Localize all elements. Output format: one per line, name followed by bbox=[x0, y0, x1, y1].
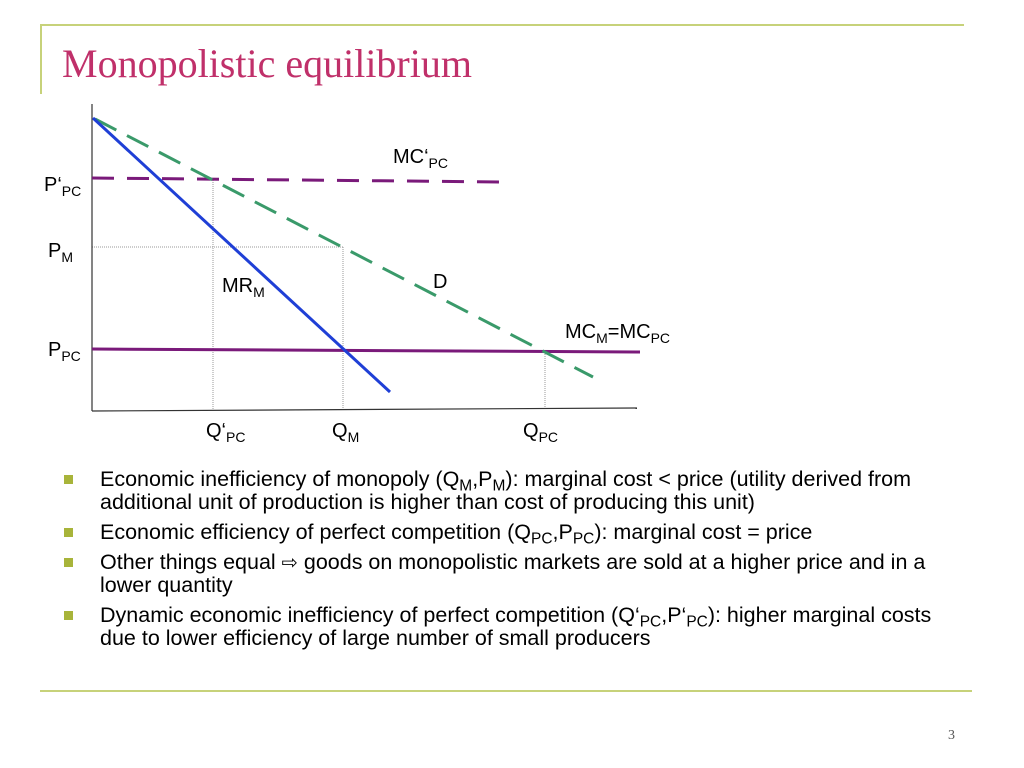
label-q-pc-prime: Q‘PC bbox=[206, 420, 245, 445]
mc-m-mc-pc-line bbox=[91, 347, 641, 354]
slide-title: Monopolistic equilibrium bbox=[62, 41, 472, 86]
bullet-square-icon bbox=[64, 475, 73, 484]
bullet-item-other-things-equal: Other things equal ⇨ goods on monopolist… bbox=[62, 551, 962, 597]
bullet-item-perfect-competition-efficiency: Economic efficiency of perfect competiti… bbox=[62, 521, 962, 547]
frame-left-rule bbox=[40, 24, 42, 94]
bullet-item-dynamic-inefficiency: Dynamic economic inefficiency of perfect… bbox=[62, 604, 962, 650]
bullet-square-icon bbox=[64, 611, 73, 620]
frame-bottom-rule bbox=[40, 690, 972, 692]
label-p-m: PM bbox=[48, 240, 73, 265]
equilibrium-diagram: P‘PC PM PPC MC‘PC MRM D MCM=MCPC Q‘PC QM… bbox=[44, 104, 670, 445]
bullet-square-icon bbox=[64, 558, 73, 567]
bullet-item-monopoly-inefficiency: Economic inefficiency of monopoly (QM,PM… bbox=[62, 468, 962, 514]
right-arrow-icon: ⇨ bbox=[281, 551, 298, 574]
label-p-pc: PPC bbox=[48, 339, 81, 364]
frame-top-rule bbox=[40, 24, 964, 26]
label-d: D bbox=[433, 271, 447, 293]
label-mc-pc-prime: MC‘PC bbox=[393, 146, 448, 171]
bullet-square-icon bbox=[64, 528, 73, 537]
label-q-pc: QPC bbox=[523, 420, 558, 445]
demand-line bbox=[94, 117, 594, 379]
mc-pc-prime-line bbox=[91, 176, 506, 184]
mr-m-line bbox=[91, 116, 392, 394]
label-p-pc-prime: P‘PC bbox=[44, 174, 81, 199]
page-number: 3 bbox=[948, 728, 955, 743]
label-mc-m-eq-mc-pc: MCM=MCPC bbox=[565, 321, 670, 346]
label-q-m: QM bbox=[332, 420, 359, 445]
bullet-list: Economic inefficiency of monopoly (QM,PM… bbox=[62, 468, 962, 657]
x-axis bbox=[91, 407, 638, 412]
label-mr-m: MRM bbox=[222, 275, 265, 300]
